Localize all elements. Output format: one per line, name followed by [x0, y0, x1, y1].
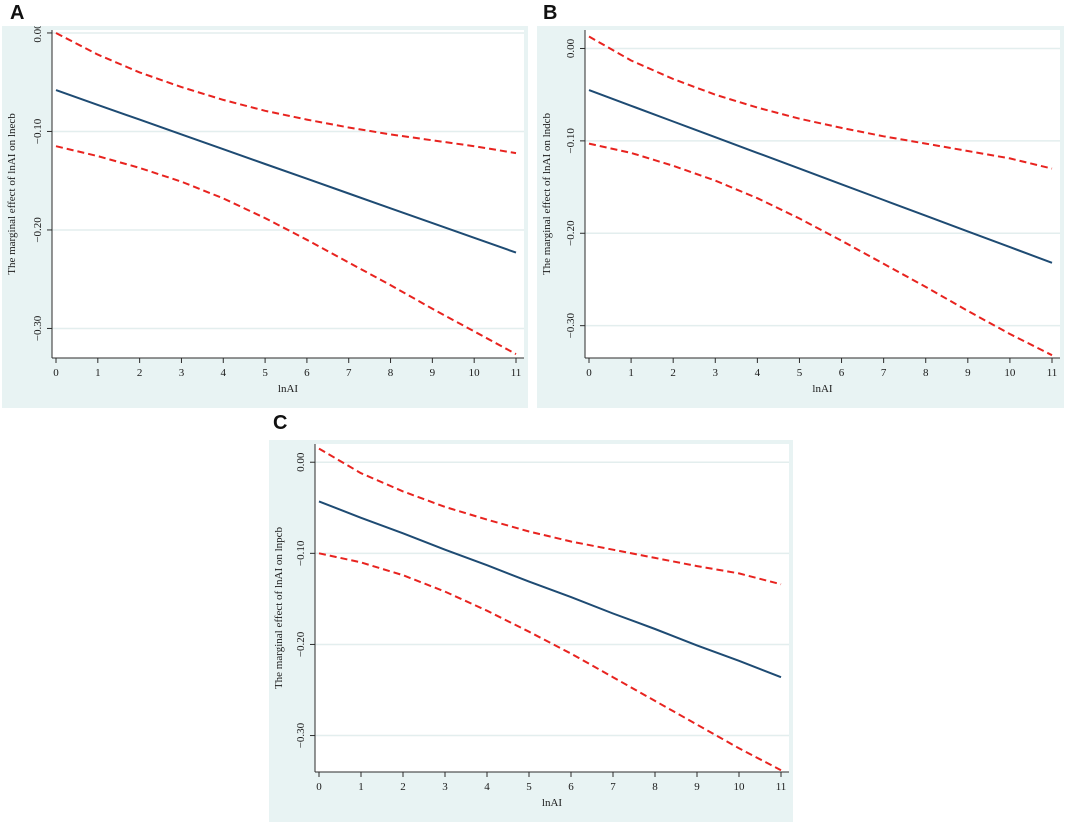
x-tick-label-6: 6 — [839, 367, 845, 379]
x-tick-label-6: 6 — [304, 367, 310, 379]
plot-area — [585, 30, 1060, 358]
x-tick-label-8: 8 — [652, 781, 658, 793]
y-tick-label-2: −0.20 — [32, 217, 44, 243]
x-tick-label-2: 2 — [670, 367, 676, 379]
series-line-marginal-effect — [55, 89, 517, 254]
y-tick-label-0: 0.00 — [565, 38, 577, 58]
series-line-lower-CI — [588, 142, 1053, 357]
y-tick-label-1: −0.10 — [565, 128, 577, 154]
y-tick-label-0: 0.00 — [295, 452, 307, 472]
x-tick-label-6: 6 — [568, 781, 574, 793]
x-tick-label-9: 9 — [694, 781, 700, 793]
x-tick-label-1: 1 — [358, 781, 364, 793]
x-tick-label-10: 10 — [734, 781, 746, 793]
series-line-marginal-effect — [318, 500, 782, 679]
panel-letter-a: A — [10, 2, 25, 24]
x-tick-label-5: 5 — [526, 781, 532, 793]
chart-panel-a: 0 1 2 3 4 5 6 7 8 9 10 11 0.00 −0.10 −0.20 −0.30 lnAI The… — [2, 26, 528, 408]
series-line-upper-CI — [318, 447, 782, 586]
x-tick-label-5: 5 — [262, 367, 268, 379]
plot-area — [52, 30, 524, 358]
x-tick-label-8: 8 — [388, 367, 394, 379]
y-tick-label-3: −0.30 — [32, 315, 44, 341]
plot-area — [315, 444, 789, 772]
x-axis-title: lnAI — [278, 383, 299, 395]
y-tick-label-2: −0.20 — [565, 220, 577, 246]
series-line-upper-CI — [55, 32, 517, 155]
x-tick-label-2: 2 — [137, 367, 143, 379]
x-tick-label-4: 4 — [221, 367, 227, 379]
y-tick-label-3: −0.30 — [295, 722, 307, 748]
x-tick-label-10: 10 — [469, 367, 481, 379]
x-tick-label-7: 7 — [610, 781, 616, 793]
x-tick-label-0: 0 — [53, 367, 59, 379]
series-line-lower-CI — [55, 145, 517, 355]
y-tick-label-3: −0.30 — [565, 312, 577, 338]
y-tick-label-0: 0.00 — [32, 26, 44, 43]
x-tick-label-5: 5 — [797, 367, 803, 379]
x-tick-label-9: 9 — [430, 367, 436, 379]
x-tick-label-0: 0 — [316, 781, 322, 793]
panel-letter-b: B — [543, 2, 558, 24]
chart-panel-b: 0 1 2 3 4 5 6 7 8 9 10 11 0.00 −0.10 −0.20 −0.30 lnAI The… — [537, 26, 1064, 408]
x-tick-label-11: 11 — [1047, 367, 1058, 379]
y-tick-label-2: −0.20 — [295, 631, 307, 657]
y-axis-title: The marginal effect of lnAI on lndcb — [541, 112, 553, 275]
series-line-lower-CI — [318, 552, 782, 772]
y-tick-label-1: −0.10 — [32, 118, 44, 144]
x-tick-label-7: 7 — [346, 367, 352, 379]
x-tick-label-0: 0 — [586, 367, 592, 379]
y-axis-title: The marginal effect of lnAI on lnecb — [6, 113, 18, 275]
x-tick-label-1: 1 — [628, 367, 634, 379]
x-tick-label-11: 11 — [511, 367, 522, 379]
x-tick-label-11: 11 — [776, 781, 787, 793]
y-tick-label-1: −0.10 — [295, 540, 307, 566]
x-tick-label-10: 10 — [1004, 367, 1016, 379]
x-tick-label-4: 4 — [484, 781, 490, 793]
x-tick-label-2: 2 — [400, 781, 406, 793]
x-tick-label-3: 3 — [713, 367, 719, 379]
x-tick-label-4: 4 — [755, 367, 761, 379]
chart-panel-c: 0 1 2 3 4 5 6 7 8 9 10 11 0.00 −0.10 −0.20 −0.30 lnAI The… — [269, 440, 793, 822]
x-tick-label-8: 8 — [923, 367, 929, 379]
series-line-marginal-effect — [588, 89, 1053, 264]
panel-letter-c: C — [273, 412, 288, 434]
x-tick-label-3: 3 — [179, 367, 185, 379]
x-tick-label-1: 1 — [95, 367, 101, 379]
x-tick-label-3: 3 — [442, 781, 448, 793]
y-axis-title: The marginal effect of lnAI on lnpcb — [273, 526, 285, 689]
x-axis-title: lnAI — [812, 383, 833, 395]
x-axis-title: lnAI — [542, 797, 563, 809]
x-tick-label-7: 7 — [881, 367, 887, 379]
series-line-upper-CI — [588, 35, 1053, 170]
x-tick-label-9: 9 — [965, 367, 971, 379]
